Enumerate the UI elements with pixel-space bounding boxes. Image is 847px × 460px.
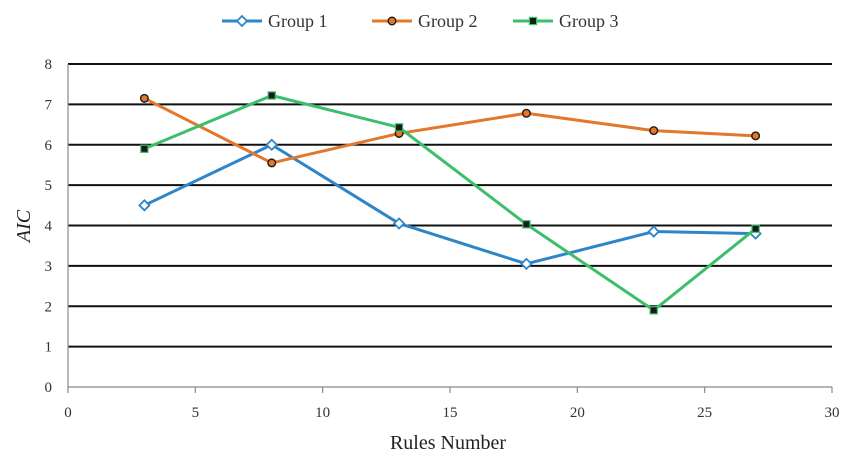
y-tick-label-6: 6: [45, 138, 53, 154]
series-1: [138, 138, 762, 271]
y-tick-label-8: 8: [45, 57, 53, 73]
series-1-point-1: [138, 199, 151, 212]
legend-item-3: Group 3: [513, 11, 619, 31]
x-tick-label-20: 20: [570, 405, 585, 421]
y-tick-label-3: 3: [45, 259, 53, 275]
series-3: [140, 91, 760, 315]
series-3-line: [143, 93, 757, 312]
y-tick-label-0: 0: [45, 380, 53, 396]
series-3-point-5: [649, 306, 658, 315]
y-tick-label-7: 7: [45, 97, 53, 113]
series-1-point-3: [392, 217, 406, 230]
series-2-point-4: [521, 108, 531, 118]
series-3-point-4: [522, 220, 531, 229]
x-tick-label-25: 25: [697, 405, 712, 421]
legend-marker-3: [528, 16, 538, 26]
x-tick-label-5: 5: [192, 405, 200, 421]
series-1-point-2: [265, 138, 279, 152]
legend-label-1: Group 1: [268, 11, 328, 31]
legend-marker-2: [387, 16, 397, 26]
tick-labels: 0 1 2 3 4 5 6 7 8 0 5 10 15 20 25 30: [45, 57, 840, 421]
series-3-point-3: [394, 123, 404, 132]
series-2-line: [143, 96, 756, 165]
series: [138, 91, 762, 315]
legend-label-2: Group 2: [418, 11, 478, 31]
series-2: [139, 93, 761, 168]
series-2-point-2: [267, 158, 277, 168]
series-3-point-1: [140, 144, 149, 153]
x-tick-label-30: 30: [825, 405, 840, 421]
x-tick-label-0: 0: [64, 405, 72, 421]
series-3-point-2: [267, 91, 276, 100]
legend-marker-1: [235, 14, 249, 28]
series-1-line: [143, 143, 756, 266]
x-axis-title: Rules Number: [390, 432, 506, 454]
legend-item-1: Group 1: [222, 11, 328, 31]
series-3-point-6: [751, 224, 760, 233]
x-tick-label-15: 15: [443, 405, 458, 421]
y-tick-label-2: 2: [45, 299, 53, 315]
series-1-point-4: [520, 257, 533, 271]
x-tick-label-10: 10: [315, 405, 330, 421]
y-tick-label-5: 5: [45, 178, 53, 194]
legend: Group 1 Group 2 Group 3: [222, 11, 619, 31]
series-2-point-5: [649, 126, 659, 136]
legend-item-2: Group 2: [372, 11, 478, 31]
series-2-point-6: [751, 131, 761, 141]
series-1-point-5: [647, 225, 661, 238]
series-2-point-1: [139, 93, 149, 103]
y-tick-label-4: 4: [45, 219, 53, 235]
y-axis-title: AIC: [13, 209, 35, 244]
legend-label-3: Group 3: [559, 11, 619, 31]
axes: [67, 64, 833, 393]
y-tick-label-1: 1: [45, 340, 53, 356]
gridlines: [68, 63, 832, 348]
